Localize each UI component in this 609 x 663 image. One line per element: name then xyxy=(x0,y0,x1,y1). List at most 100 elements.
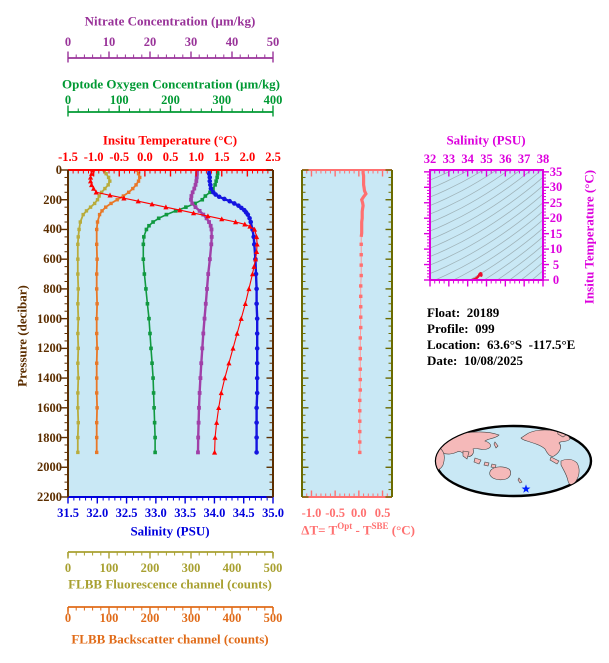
data-marker xyxy=(87,174,94,180)
data-marker xyxy=(95,302,99,306)
nitrate-tick-label: 50 xyxy=(266,34,280,49)
temperature-tick-label: -1.0 xyxy=(83,149,104,164)
data-marker xyxy=(359,325,363,330)
data-marker xyxy=(95,316,99,321)
data-marker xyxy=(76,316,80,321)
data-marker xyxy=(193,205,198,210)
pressure-tick-label: 0 xyxy=(55,162,62,177)
data-marker xyxy=(251,263,257,269)
data-marker xyxy=(207,178,213,184)
salinity-tick-label: 33.5 xyxy=(174,505,197,520)
data-marker xyxy=(207,220,211,224)
data-marker xyxy=(151,391,156,395)
data-marker xyxy=(209,242,214,247)
temperature-tick-label: 2.0 xyxy=(239,149,256,164)
data-marker xyxy=(95,450,99,455)
data-marker xyxy=(212,434,218,440)
data-marker xyxy=(84,209,89,213)
data-marker xyxy=(238,315,244,321)
data-marker xyxy=(136,179,141,183)
delta-t-tick-label: -0.5 xyxy=(325,505,346,520)
delta-t-panel-axes xyxy=(301,169,393,498)
data-marker xyxy=(359,305,363,309)
data-marker xyxy=(216,194,222,200)
data-marker xyxy=(109,201,113,206)
pressure-tick-label: 1200 xyxy=(37,341,62,356)
data-marker xyxy=(254,405,259,411)
fluorescence-profile-curve xyxy=(76,170,112,455)
density-contour-line xyxy=(430,186,543,257)
data-marker xyxy=(215,171,220,176)
oxygen-axis-title: Optode Oxygen Concentration (µm/kg) xyxy=(61,76,281,92)
data-marker xyxy=(209,234,214,239)
salinity-tick-label: 34.5 xyxy=(232,505,255,520)
data-marker xyxy=(226,360,232,366)
data-marker xyxy=(95,242,99,247)
temperature-tick-label: 2.5 xyxy=(265,149,281,164)
data-marker xyxy=(208,182,213,188)
data-marker xyxy=(95,391,99,395)
backscatter-tick-label: 100 xyxy=(99,610,119,625)
data-marker xyxy=(198,376,203,380)
data-marker xyxy=(152,420,157,425)
continent-shape xyxy=(489,466,511,481)
ts-salinity-tick-label: 36 xyxy=(499,151,512,166)
ts-salinity-tick-label: 38 xyxy=(536,151,550,166)
ts-salinity-tick-label: 33 xyxy=(442,151,456,166)
data-marker xyxy=(95,287,99,291)
data-marker xyxy=(232,201,237,206)
data-marker xyxy=(254,450,259,455)
data-marker xyxy=(205,287,209,291)
continent-shape xyxy=(517,477,523,484)
data-marker xyxy=(189,197,193,202)
density-contour-line xyxy=(430,170,522,223)
data-marker xyxy=(194,175,199,180)
backscatter-tick-label: 400 xyxy=(222,610,242,625)
temperature-tick-label: -0.5 xyxy=(109,149,130,164)
density-contour-line xyxy=(430,177,543,249)
data-marker xyxy=(358,440,362,444)
density-contour-line xyxy=(430,170,543,240)
data-marker xyxy=(106,183,110,187)
data-marker xyxy=(359,273,363,278)
data-marker xyxy=(359,315,363,319)
data-marker xyxy=(214,419,220,425)
data-marker xyxy=(91,185,97,191)
data-marker xyxy=(131,186,135,191)
backscatter-ruler xyxy=(67,606,274,614)
delta-t-panel-background xyxy=(302,170,392,497)
data-marker xyxy=(193,182,198,187)
backscatter-profile-curve xyxy=(95,170,142,455)
pressure-tick-label: 600 xyxy=(43,251,62,266)
data-marker xyxy=(95,346,99,351)
oxygen-tick-label: 200 xyxy=(161,92,180,107)
data-marker xyxy=(149,346,153,351)
temperature-tick-label: -1.5 xyxy=(58,149,78,164)
data-marker xyxy=(212,449,218,455)
backscatter-tick-label: 300 xyxy=(181,610,201,625)
ts-panel-axes xyxy=(424,169,549,287)
data-marker xyxy=(89,170,95,176)
data-marker xyxy=(254,435,259,440)
data-marker xyxy=(135,198,141,204)
oxygen-tick-label: 0 xyxy=(64,92,72,107)
data-marker xyxy=(177,207,183,213)
data-marker xyxy=(196,420,201,425)
data-marker xyxy=(121,194,126,198)
data-marker xyxy=(195,171,199,176)
density-contour-line xyxy=(433,211,543,280)
data-marker xyxy=(95,227,99,232)
data-marker xyxy=(358,367,362,371)
temperature-axis-title: Insitu Temperature (°C) xyxy=(102,132,238,148)
data-marker xyxy=(199,361,204,366)
data-marker xyxy=(359,253,363,257)
data-marker xyxy=(93,189,99,195)
fluorescence-tick-label: 400 xyxy=(222,560,242,575)
ts-salinity-tick-label: 32 xyxy=(423,151,437,166)
data-marker xyxy=(247,216,252,221)
data-marker xyxy=(254,390,260,396)
data-marker xyxy=(164,212,169,217)
data-marker xyxy=(207,257,212,262)
salinity-tick-label: 34.0 xyxy=(203,505,226,520)
fluorescence-tick-label: 500 xyxy=(263,560,283,575)
